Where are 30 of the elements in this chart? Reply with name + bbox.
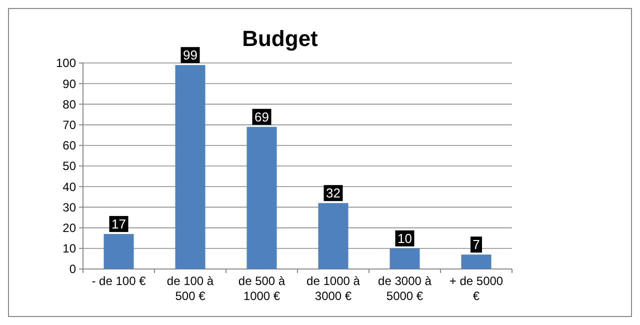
x-tick-label: de 100 à 500 € [166,274,214,303]
y-tick-label: 90 [62,76,76,91]
data-label: 10 [398,230,412,246]
data-label: 7 [472,237,480,252]
y-tick-label: 0 [69,262,76,276]
data-label: 99 [183,48,198,63]
y-tick-label: 40 [62,180,76,194]
data-label: 69 [254,109,269,124]
x-tick-label: - de 100 € [92,274,146,288]
y-tick-label: 60 [62,138,76,153]
chart-title: Budget [242,26,319,51]
y-tick-label: 20 [62,221,76,235]
y-tick-label: 100 [56,56,76,70]
bar [104,234,134,269]
data-label: 32 [326,186,340,201]
y-tick-label: 10 [62,242,76,256]
y-tick-label: 30 [62,200,76,214]
y-tick-label: 50 [62,159,76,174]
y-tick-label: 80 [62,97,76,112]
x-tick-label: de 500 à 1000 € [238,274,286,303]
bar [390,248,420,269]
bar [175,65,206,269]
bar [318,203,348,269]
x-tick-label: de 1000 à 3000 € [306,274,360,303]
x-tick-label: de 3000 à 5000 € [378,274,432,303]
x-tick-label: + de 5000 € [449,274,504,303]
y-tick-label: 70 [62,118,76,132]
data-label: 17 [112,216,126,232]
bar [461,254,492,269]
bar [246,126,277,269]
